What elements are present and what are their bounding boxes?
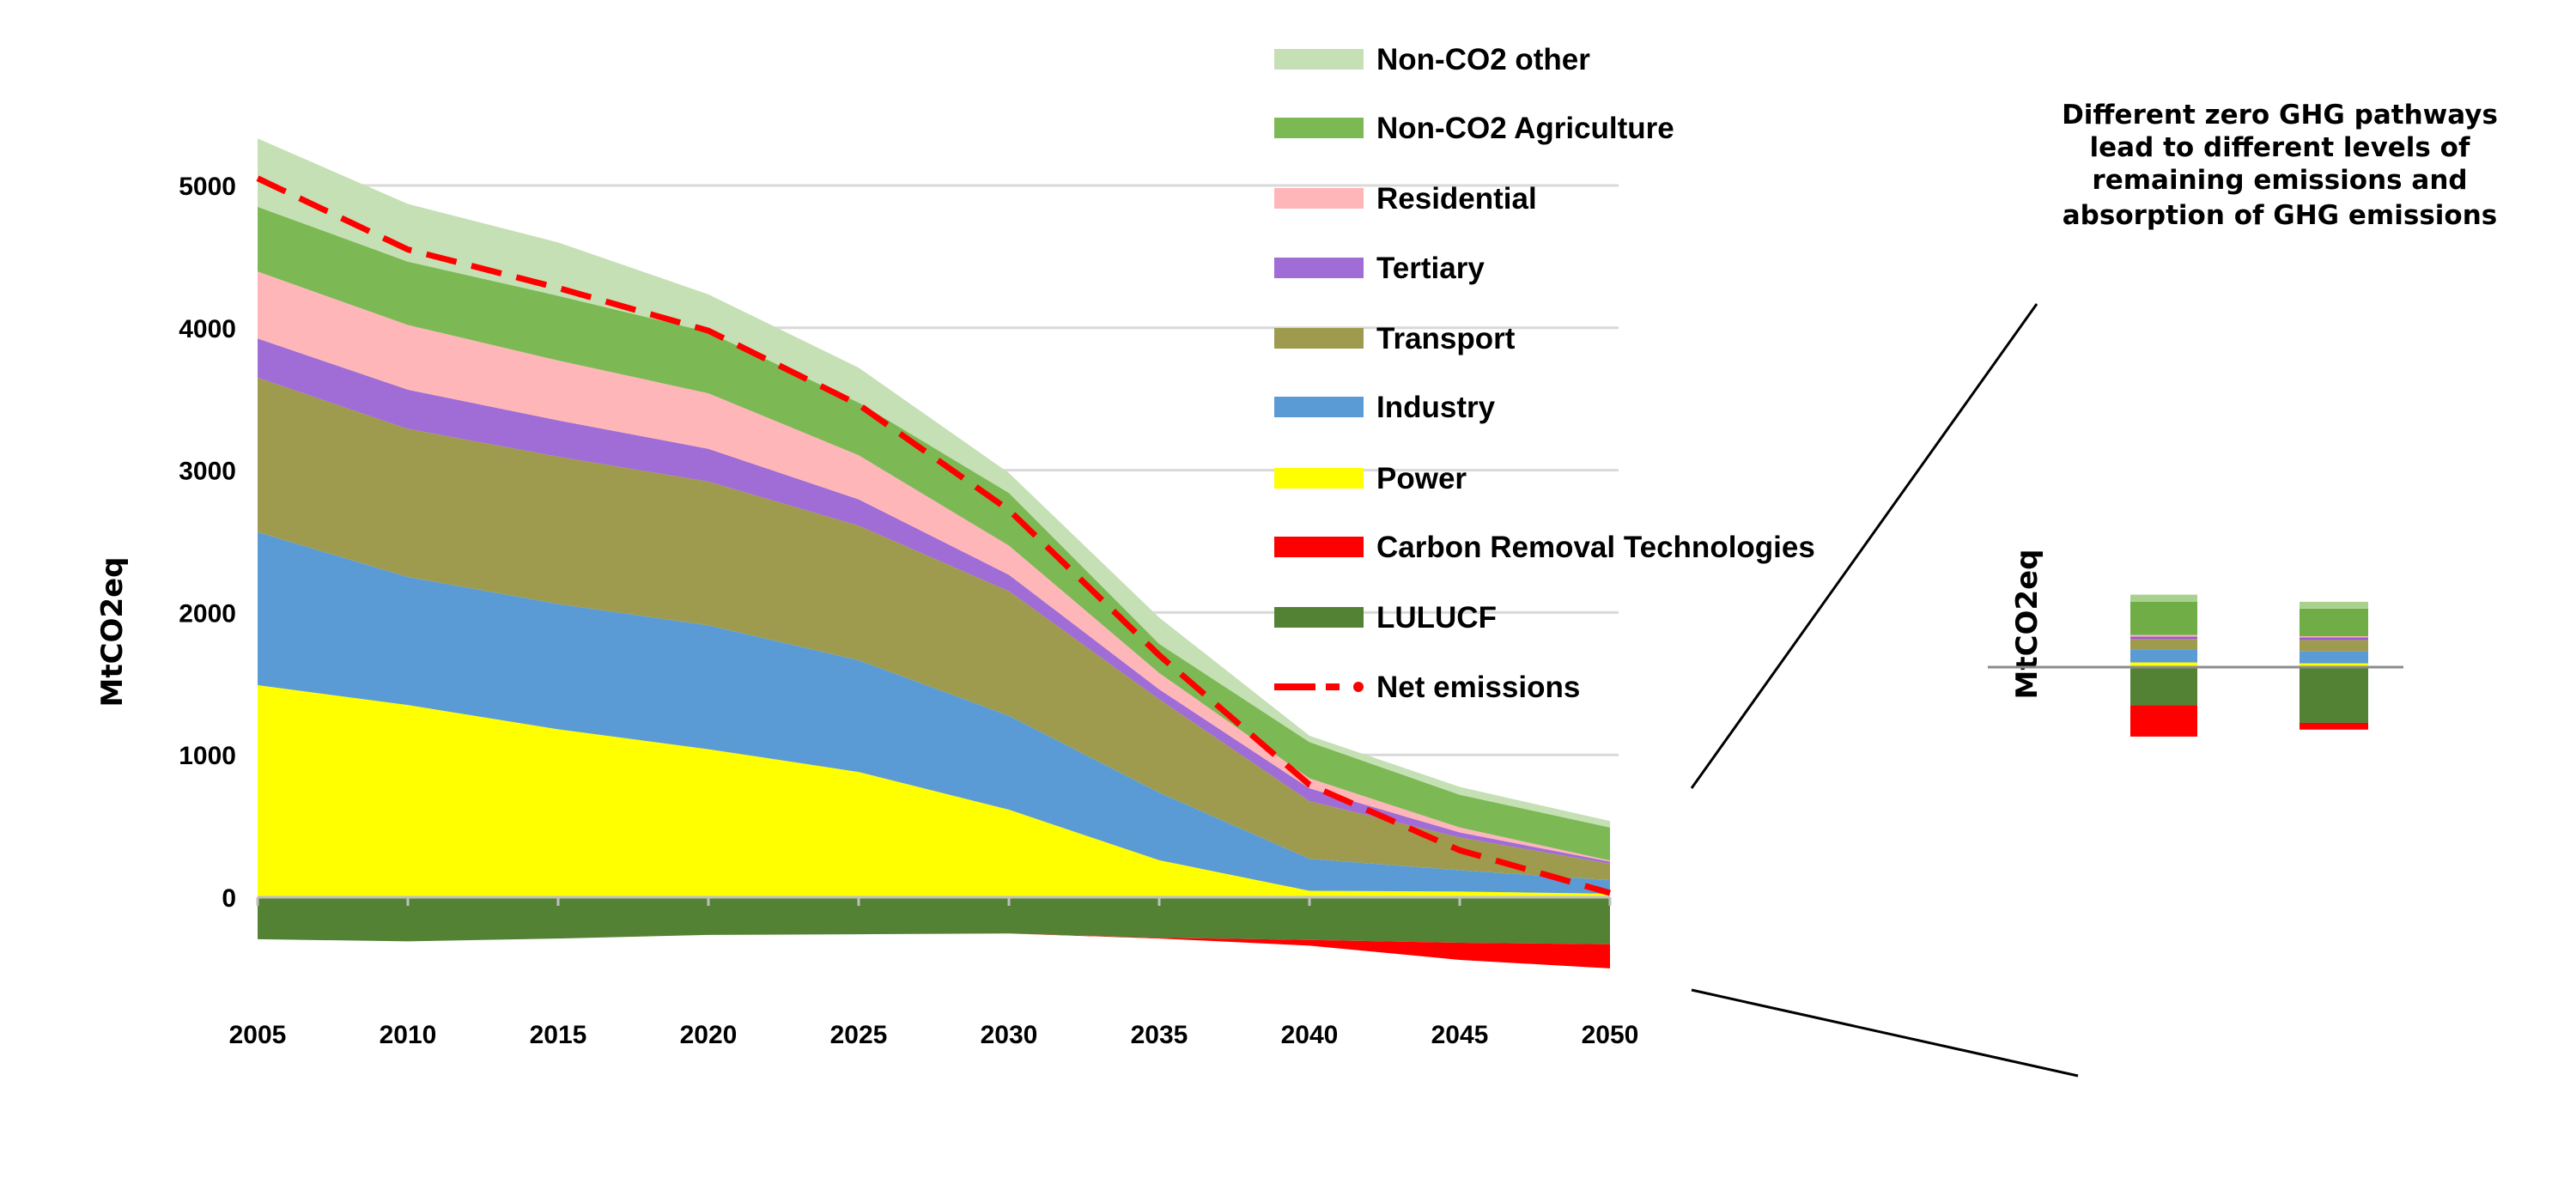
- net-emissions-line: [256, 175, 1611, 896]
- y-tick-label: 1000: [179, 742, 236, 770]
- legend-item: Tertiary: [1274, 252, 1485, 285]
- area-power: [258, 684, 1610, 897]
- x-tick-label: 2020: [680, 1021, 738, 1049]
- bar-segment-carbon-removal-technologies: [2300, 722, 2368, 730]
- legend-item: Residential: [1274, 182, 1537, 216]
- y-tick-label: 4000: [179, 315, 236, 343]
- right-y-axis-title: MtCO2eq: [2010, 550, 2044, 700]
- legend-item: Carbon Removal Technologies: [1274, 531, 1815, 564]
- legend-swatch: [1274, 468, 1364, 489]
- area-residential: [258, 271, 1610, 862]
- legend-swatch: [1274, 397, 1364, 417]
- bar-segment-lulucf: [2130, 667, 2197, 706]
- area-lulucf: [258, 897, 1610, 944]
- y-tick-label: 3000: [179, 458, 236, 486]
- title-line: Different zero GHG pathways: [2062, 100, 2498, 131]
- pathway-bar-1: [2130, 594, 2197, 737]
- area-industry: [258, 531, 1610, 894]
- zoom-connector-lines: [1690, 303, 2079, 1078]
- bar-segment-industry: [2130, 649, 2197, 663]
- legend: Non-CO2 other Non-CO2 Agriculture Resident…: [1274, 43, 1815, 704]
- bar-segment-tertiary: [2300, 637, 2368, 641]
- bar-segment-non-co2-other: [2300, 601, 2368, 609]
- y-tick-label: 0: [222, 884, 236, 913]
- bar-segment-non-co2-agriculture: [2130, 601, 2197, 635]
- legend-swatch: [1274, 328, 1364, 349]
- legend-label: Transport: [1376, 322, 1516, 355]
- bar-segment-tertiary: [2130, 636, 2197, 640]
- legend-swatch: [1274, 188, 1364, 209]
- title-line: absorption of GHG emissions: [2063, 200, 2497, 231]
- title-line: lead to different levels of: [2090, 132, 2470, 163]
- bar-segment-transport: [2300, 640, 2368, 652]
- legend-item: Non-CO2 other: [1274, 43, 1590, 76]
- axes: 0 1000 2000 3000 4000 5000 2005 2010 2015 2020 202…: [179, 173, 1638, 1049]
- connector-line-top: [1690, 303, 2038, 789]
- bar-segment-non-co2-other: [2130, 594, 2197, 602]
- area-transport: [258, 377, 1610, 881]
- connector-line-bottom: [1691, 988, 2079, 1078]
- y-tick-label: 5000: [179, 173, 236, 201]
- legend-item: Transport: [1274, 322, 1516, 355]
- bar-segment-power: [2300, 663, 2368, 667]
- bar-segment-non-co2-agriculture: [2300, 608, 2368, 637]
- x-tick-label: 2030: [981, 1021, 1038, 1049]
- legend-item: Power: [1274, 462, 1467, 495]
- x-tick-label: 2045: [1431, 1021, 1489, 1049]
- pathway-bars: [1988, 594, 2403, 737]
- net-emissions-series: [256, 175, 1611, 896]
- legend-swatch: [1274, 537, 1364, 557]
- x-tick-label: 2050: [1582, 1021, 1639, 1049]
- area-carbon-removal-technologies: [258, 933, 1610, 969]
- x-tick-label: 2015: [530, 1021, 587, 1049]
- legend-label: Non-CO2 Agriculture: [1376, 112, 1674, 145]
- bar-segment-transport: [2130, 639, 2197, 650]
- legend-label: Residential: [1376, 182, 1537, 216]
- bar-segment-lulucf: [2300, 667, 2368, 723]
- legend-swatch: [1274, 49, 1364, 70]
- legend-label: Carbon Removal Technologies: [1376, 531, 1815, 564]
- legend-swatch: [1274, 258, 1364, 278]
- legend-item: Net emissions: [1274, 671, 1580, 704]
- legend-item: Industry: [1274, 391, 1496, 424]
- legend-dot: [1353, 682, 1364, 692]
- y-axis-title: MtCO2eq: [95, 557, 130, 707]
- legend-swatch: [1274, 607, 1364, 628]
- legend-item: LULUCF: [1274, 601, 1497, 635]
- x-tick-label: 2025: [830, 1021, 888, 1049]
- area-non-co2-other: [258, 138, 1610, 828]
- x-tick-label: 2010: [380, 1021, 437, 1049]
- legend-item: Non-CO2 Agriculture: [1274, 112, 1674, 145]
- area-non-co2-agriculture: [258, 206, 1610, 861]
- bar-segment-residential: [2300, 636, 2368, 638]
- y-tick-label: 2000: [179, 599, 236, 628]
- bar-segment-carbon-removal-technologies: [2130, 705, 2197, 737]
- area-tertiary: [258, 338, 1610, 865]
- legend-label: Net emissions: [1376, 671, 1580, 704]
- stacked-areas: [258, 138, 1610, 969]
- x-tick-label: 2005: [229, 1021, 287, 1049]
- bar-segment-power: [2130, 662, 2197, 667]
- x-tick-label: 2035: [1131, 1021, 1188, 1049]
- legend-label: Non-CO2 other: [1376, 43, 1590, 76]
- pathway-bar-2: [2300, 601, 2368, 730]
- legend-label: Power: [1376, 462, 1467, 495]
- legend-label: Industry: [1376, 391, 1496, 424]
- title-line: remaining emissions and: [2092, 165, 2467, 196]
- legend-swatch: [1274, 118, 1364, 138]
- legend-label: Tertiary: [1376, 252, 1485, 285]
- x-tick-label: 2040: [1281, 1021, 1339, 1049]
- bar-segment-residential: [2130, 635, 2197, 637]
- bar-segment-industry: [2300, 651, 2368, 664]
- legend-label: LULUCF: [1376, 601, 1497, 635]
